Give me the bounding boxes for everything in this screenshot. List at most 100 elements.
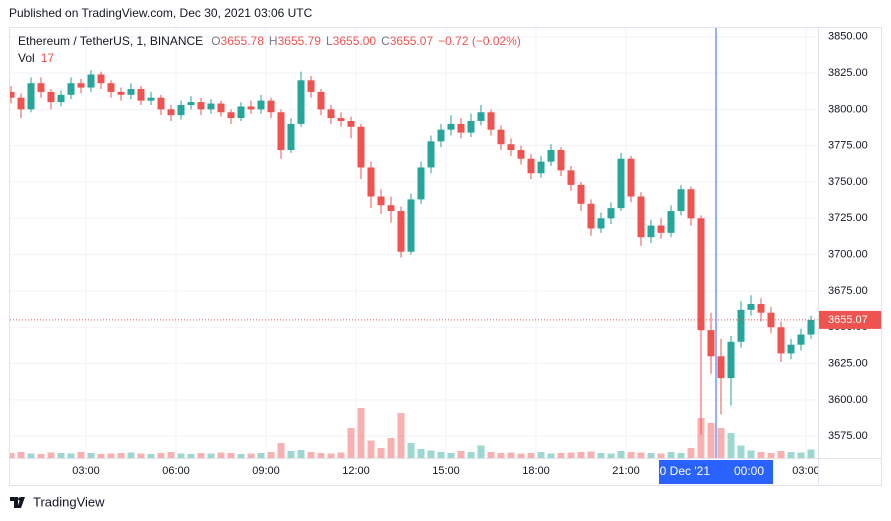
volume-bar	[417, 449, 425, 458]
volume-bar	[27, 453, 35, 458]
logo-icon	[10, 497, 25, 508]
volume-bar	[317, 453, 325, 458]
candle-body	[107, 83, 115, 92]
x-tick-label: 18:00	[522, 465, 550, 477]
x-tick-label: 21:00	[612, 465, 640, 477]
volume-bar	[527, 453, 535, 458]
candle-body	[57, 94, 65, 103]
volume-bar	[347, 428, 355, 458]
candle-body	[167, 109, 175, 116]
candle-body	[397, 211, 405, 252]
volume-bar	[117, 453, 125, 458]
candle-body	[537, 161, 545, 174]
volume-bar	[87, 453, 95, 458]
volume-bar	[637, 452, 645, 458]
symbol: Ethereum / TetherUS, 1, BINANCE	[18, 34, 203, 48]
legend-change: −0.72 (−0.02%)	[438, 34, 521, 48]
candle-body	[337, 118, 345, 121]
candle-body	[187, 102, 195, 105]
legend-open: 3655.78	[221, 34, 265, 48]
candle-body	[37, 83, 45, 92]
legend-low: 3655.00	[333, 34, 377, 48]
y-tick-label: 3750.00	[828, 176, 868, 188]
candle-body	[547, 150, 555, 162]
candle-body	[667, 211, 675, 233]
volume-bar	[10, 453, 15, 458]
candle-body	[247, 106, 255, 110]
candle-body	[477, 112, 485, 121]
legend-high-key: H	[269, 34, 278, 48]
volume-bar	[697, 418, 705, 458]
volume-bar	[157, 453, 165, 458]
volume-bar	[517, 453, 525, 458]
volume-bar	[327, 453, 335, 458]
volume-bar	[617, 451, 625, 458]
volume-bar	[147, 454, 155, 458]
x-tick-label: 12:00	[342, 465, 370, 477]
y-tick-label: 3675.00	[828, 285, 868, 297]
volume-bar	[297, 450, 305, 458]
y-tick-label: 3625.00	[828, 357, 868, 369]
volume-bar	[167, 452, 175, 458]
candle-body	[277, 112, 285, 151]
candle-body	[117, 91, 125, 95]
volume-bar	[97, 454, 105, 458]
volume-bar	[777, 451, 785, 458]
volume-bar	[107, 453, 115, 458]
volume-bar	[67, 453, 75, 458]
legend-low-key: L	[326, 34, 333, 48]
candle-body	[347, 120, 355, 127]
volume-bar	[17, 452, 25, 458]
y-tick-label: 3575.00	[828, 430, 868, 442]
candle-body	[67, 83, 75, 95]
candle-body	[317, 91, 325, 110]
volume-bar	[677, 453, 685, 458]
candle-body	[807, 319, 815, 335]
volume-bar	[717, 428, 725, 458]
volume-bar	[207, 453, 215, 458]
candle-body	[227, 112, 235, 119]
volume-bar	[557, 453, 565, 458]
candle-body	[617, 158, 625, 209]
legend-close-key: C	[381, 34, 390, 48]
candle-body	[757, 304, 765, 313]
volume-bar	[177, 453, 185, 458]
volume-bar	[187, 454, 195, 458]
volume-bar	[667, 452, 675, 458]
candle-body	[487, 112, 495, 130]
candle-body	[267, 100, 275, 113]
candle-body	[377, 196, 385, 206]
candle-body	[697, 218, 705, 331]
volume-legend: Vol 17	[18, 51, 54, 65]
volume-bar	[197, 453, 205, 458]
candle-body	[507, 144, 515, 151]
candle-body	[567, 170, 575, 185]
volume-bar	[37, 454, 45, 458]
volume-bar	[287, 451, 295, 458]
volume-bar	[457, 451, 465, 458]
x-tick-label: 15:00	[432, 465, 460, 477]
volume-bar	[437, 452, 445, 458]
volume-bar	[787, 452, 795, 458]
candle-body	[437, 129, 445, 142]
volume-bar	[587, 451, 595, 458]
candle-body	[737, 309, 745, 342]
volume-bar	[217, 452, 225, 458]
crosshair-time: 00:00	[734, 464, 764, 478]
candle-body	[147, 97, 155, 101]
volume-bar	[227, 453, 235, 458]
volume-bar	[477, 445, 485, 458]
candle-body	[287, 123, 295, 151]
volume-bar	[407, 443, 415, 458]
candle-body	[87, 74, 95, 88]
brand-name: TradingView	[33, 494, 105, 509]
volume-bar	[707, 423, 715, 458]
time-axis: 03:00 06:00 09:00 12:00 15:00 18:00 21:00 03:00	[72, 465, 818, 477]
candle-body	[767, 312, 775, 328]
candle-body	[677, 189, 685, 212]
volume-bar	[647, 453, 655, 458]
volume-bar	[357, 408, 365, 458]
candle-body	[527, 158, 535, 174]
volume-bar	[277, 443, 285, 458]
y-tick-label: 3600.00	[828, 394, 868, 406]
